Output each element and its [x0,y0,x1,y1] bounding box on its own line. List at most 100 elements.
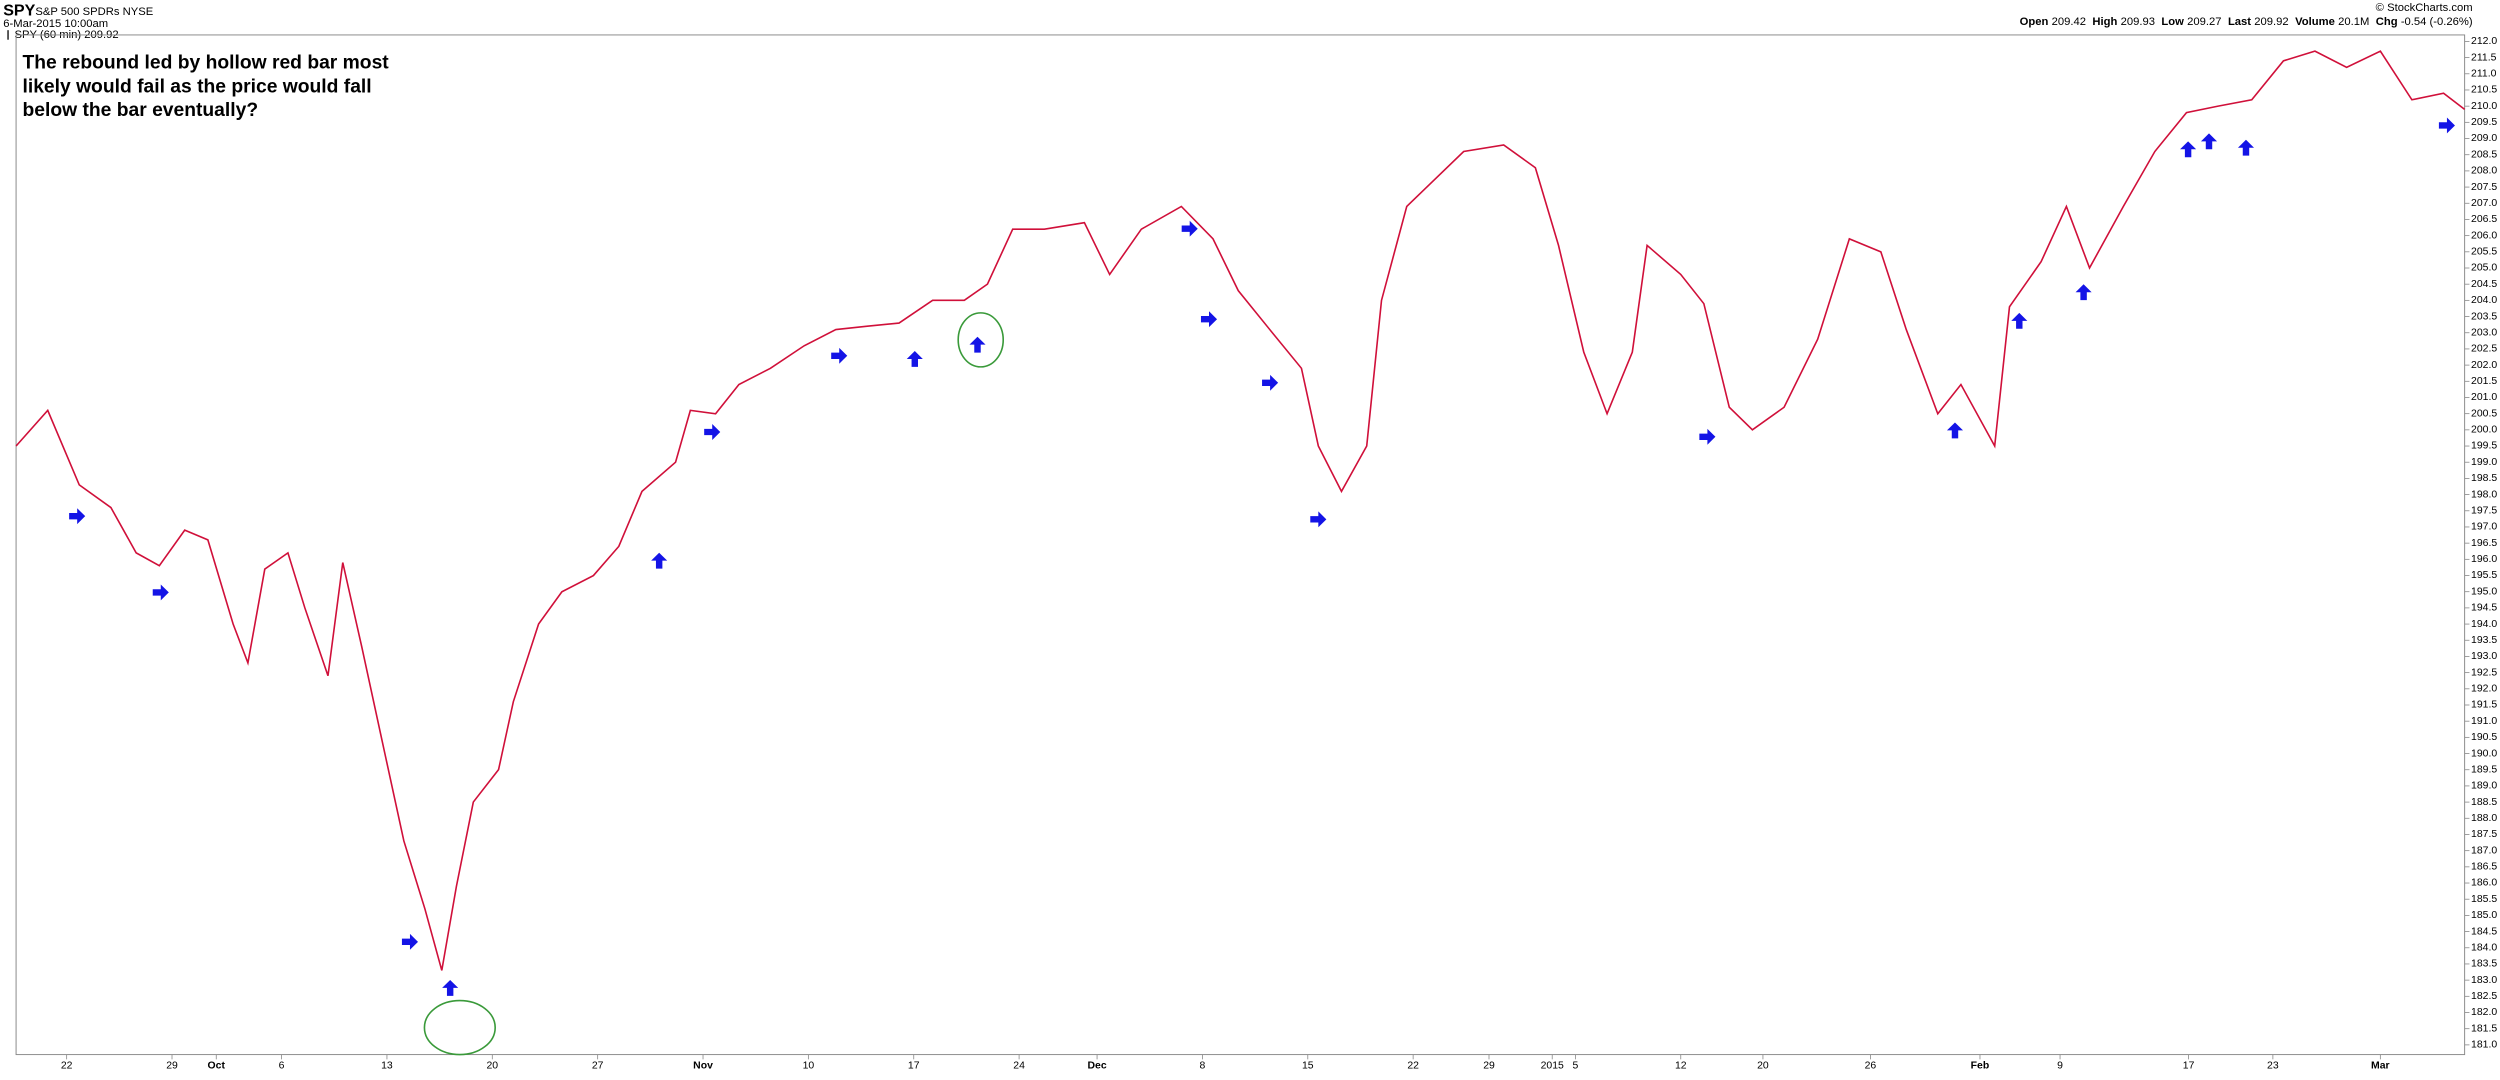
y-tick-label: 181.5 [2471,1023,2497,1034]
x-tick-label: 15 [1302,1060,1314,1071]
y-tick-label: 192.0 [2471,684,2497,695]
arrow [2200,133,2218,150]
x-tick-label: 8 [1200,1060,1206,1071]
annotation-line: below the bar eventually? [23,100,259,121]
y-tick-label: 187.0 [2471,845,2497,856]
y-tick-label: 204.0 [2471,295,2497,306]
highlight-circles [423,312,1005,1056]
quote-label: Open [2020,16,2049,28]
x-tick-label: 29 [1483,1060,1495,1071]
y-tick-label: 195.5 [2471,570,2497,581]
y-tick-label: 188.0 [2471,813,2497,824]
arrow [1699,428,1716,445]
y-tick-label: 193.5 [2471,635,2497,646]
x-tick-label: 23 [2267,1060,2279,1071]
y-tick-label: 191.5 [2471,700,2497,711]
quote-label: Chg [2376,16,2398,28]
y-tick-label: 205.5 [2471,247,2497,258]
y-tick-label: 193.0 [2471,651,2497,662]
arrow [651,552,668,569]
arrow [906,351,923,367]
arrows [69,117,2455,996]
y-tick-label: 189.5 [2471,765,2497,776]
y-tick-label: 210.5 [2471,85,2497,96]
y-tick-label: 181.0 [2471,1040,2497,1051]
x-tick-label: 22 [1407,1060,1419,1071]
y-tick-label: 210.0 [2471,101,2497,112]
y-tick-label: 190.5 [2471,732,2497,743]
arrow [1181,220,1198,237]
y-tick-label: 188.5 [2471,797,2497,808]
x-tick-label: 24 [1013,1060,1025,1071]
y-tick-label: 208.5 [2471,149,2497,160]
quote-label: Volume [2295,16,2335,28]
x-tick-label: Feb [1971,1060,1990,1071]
y-tick-label: 201.5 [2471,376,2497,387]
annotation-line: The rebound led by hollow red bar most [23,53,390,74]
x-tick-label: 2015 [1541,1060,1564,1071]
quote-value: 209.92 [2254,16,2288,28]
y-tick-label: 187.5 [2471,829,2497,840]
y-tick-label: 197.5 [2471,506,2497,517]
y-tick-label: 203.5 [2471,311,2497,322]
plot-frame [15,34,2466,1056]
y-tick-label: 207.0 [2471,198,2497,209]
arrow [152,584,169,601]
y-tick-label: 201.0 [2471,392,2497,403]
y-tick-label: 199.0 [2471,457,2497,468]
y-tick-label: 183.5 [2471,959,2497,970]
x-tick-label: 17 [2183,1060,2195,1071]
x-tick-label: Mar [2371,1060,2390,1071]
x-tick-label: 5 [1572,1060,1578,1071]
quote-label: Low [2161,16,2184,28]
y-tick-label: 184.5 [2471,926,2497,937]
y-tick-label: 197.0 [2471,522,2497,533]
y-tick-label: 195.0 [2471,586,2497,597]
quote-value: 20.1M [2338,16,2369,28]
source: © StockCharts.com [2376,2,2473,14]
quote-value: 209.27 [2187,16,2221,28]
date: 6-Mar-2015 10:00am [3,18,108,30]
quote-value: 209.42 [2052,16,2086,28]
price-line [15,50,2466,971]
arrow [1946,422,1964,439]
y-tick-label: 207.5 [2471,182,2497,193]
y-tick-label: 198.5 [2471,473,2497,484]
arrow [1262,374,1279,391]
y-tick-label: 186.5 [2471,862,2497,873]
arrow [2180,141,2197,158]
y-tick-label: 205.0 [2471,263,2497,274]
y-tick-label: 194.5 [2471,603,2497,614]
x-tick-label: Oct [208,1060,226,1071]
y-tick-label: 182.5 [2471,991,2497,1002]
y-tick-label: 185.0 [2471,910,2497,921]
arrow [1200,311,1218,328]
y-tick-label: 183.0 [2471,975,2497,986]
x-tick-label: 26 [1865,1060,1877,1071]
y-tick-label: 182.0 [2471,1007,2497,1018]
arrow [2011,312,2028,329]
arrow [1310,511,1327,528]
y-tick-label: 186.0 [2471,878,2497,889]
quote-value: -0.54 (-0.26%) [2401,16,2473,28]
chart-title: SPY [3,2,35,19]
arrow [704,424,721,440]
y-tick-label: 211.5 [2471,52,2497,63]
y-tick-label: 204.5 [2471,279,2497,290]
y-tick-label: 202.0 [2471,360,2497,371]
x-tick-label: 10 [803,1060,815,1071]
annotation-line: likely would fail as the price would fal… [23,76,372,97]
arrow [969,336,986,353]
x-tick-label: 13 [381,1060,393,1071]
x-tick-label: 20 [1757,1060,1769,1071]
circle [957,312,1005,368]
x-tick-label: 12 [1675,1060,1687,1071]
y-tick-label: 200.0 [2471,425,2497,436]
y-tick-label: 189.0 [2471,781,2497,792]
quote: Open 209.42 High 209.93 Low 209.27 Last 209.92 V… [2020,16,2473,28]
x-tick-label: 6 [279,1060,285,1071]
y-tick-label: 191.0 [2471,716,2497,727]
arrow [442,979,459,996]
